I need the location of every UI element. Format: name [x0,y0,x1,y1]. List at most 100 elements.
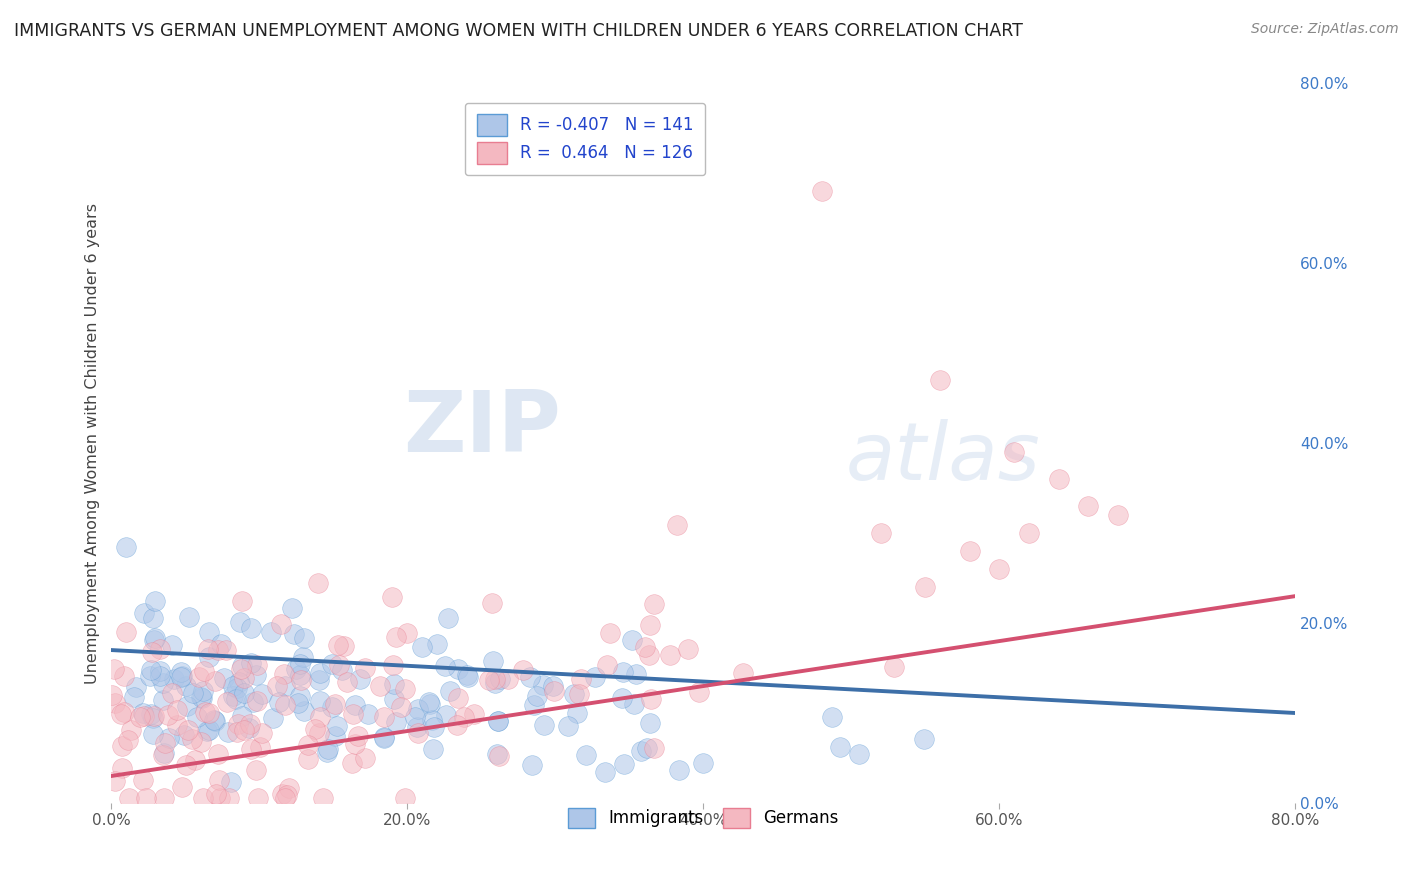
Point [381,590,404,604]
Point [138,669,160,683]
Point [120,723,142,738]
Point [179,609,201,624]
Point [373,731,395,745]
Point [385,630,408,644]
Point [209,637,232,651]
Point [225,691,247,706]
Point [195,724,218,739]
Point [172,780,194,794]
Point [489,672,512,686]
Point [155,736,177,750]
Point [122,690,145,705]
Point [482,654,505,668]
Point [343,737,366,751]
Point [308,726,330,740]
Point [245,763,267,777]
Point [163,672,186,686]
Point [125,680,148,694]
Point [288,690,311,704]
Point [457,668,479,682]
Point [623,697,645,711]
Point [152,675,174,690]
Point [520,758,543,772]
Point [332,663,354,677]
Point [484,672,506,686]
Point [668,764,690,778]
Point [404,710,426,724]
Point [135,791,157,805]
Point [245,668,267,682]
Point [267,695,290,709]
Point [208,773,231,788]
Point [678,642,700,657]
Point [273,791,295,805]
Point [285,662,308,676]
Point [233,671,256,685]
Point [229,662,252,676]
Point [929,373,952,387]
Point [326,638,349,652]
Point [342,756,364,770]
Point [883,660,905,674]
Point [1077,499,1099,513]
Point [117,733,139,747]
Legend: Immigrants, Germans: Immigrants, Germans [561,802,845,834]
Point [638,618,661,632]
Text: IMMIGRANTS VS GERMAN UNEMPLOYMENT AMONG WOMEN WITH CHILDREN UNDER 6 YEARS CORREL: IMMIGRANTS VS GERMAN UNEMPLOYMENT AMONG … [14,22,1024,40]
Point [848,747,870,761]
Text: atlas: atlas [845,418,1040,497]
Point [160,685,183,699]
Point [357,707,380,722]
Point [143,709,166,723]
Point [111,739,134,753]
Point [395,625,418,640]
Point [447,662,470,676]
Point [612,665,634,680]
Point [246,658,269,673]
Point [385,714,408,729]
Point [142,711,165,725]
Point [190,690,212,705]
Point [101,688,124,702]
Point [207,643,229,657]
Point [197,642,219,657]
Point [309,666,332,681]
Point [434,658,457,673]
Point [152,748,174,763]
Point [610,690,633,705]
Point [174,679,197,693]
Point [478,673,501,687]
Point [526,689,548,703]
Point [190,734,212,748]
Point [630,743,652,757]
Point [186,710,208,724]
Point [643,741,665,756]
Point [277,781,299,796]
Point [157,708,180,723]
Point [260,624,283,639]
Point [292,650,315,665]
Point [287,696,309,710]
Point [270,616,292,631]
Point [242,695,264,709]
Point [207,747,229,761]
Point [557,719,579,733]
Point [132,607,155,621]
Point [297,738,319,752]
Point [643,597,665,611]
Point [249,740,271,755]
Point [394,791,416,805]
Point [811,185,834,199]
Point [132,706,155,721]
Point [177,723,200,737]
Point [217,725,239,739]
Point [636,740,658,755]
Point [149,664,172,678]
Point [512,663,534,677]
Point [246,694,269,708]
Point [485,747,508,761]
Point [533,718,555,732]
Point [562,687,585,701]
Point [152,693,174,707]
Point [198,723,221,737]
